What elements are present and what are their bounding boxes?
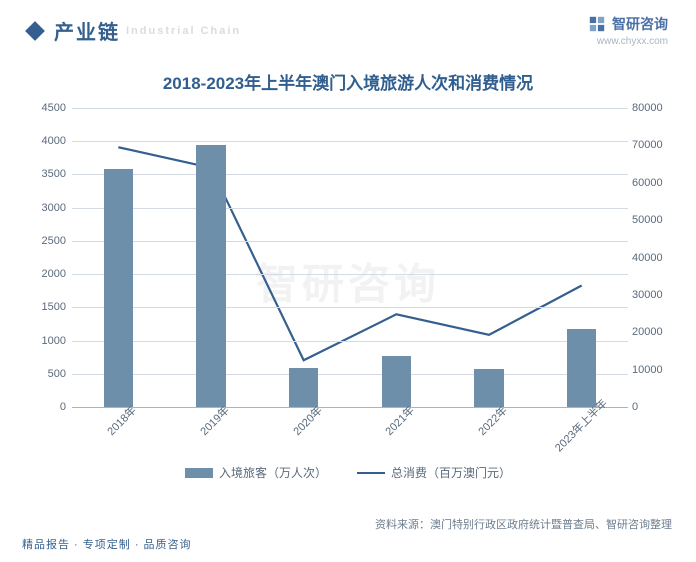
bar: [196, 145, 226, 407]
brand-logo-icon: [588, 15, 606, 33]
x-category-label: 2021年: [382, 402, 418, 438]
gridline: [72, 208, 628, 209]
gridline: [72, 108, 628, 109]
x-category-label: 2020年: [289, 402, 325, 438]
ytick-right: 30000: [632, 289, 678, 301]
legend-line-item: 总消费（百万澳门元）: [357, 464, 511, 481]
x-category-label: 2019年: [196, 402, 232, 438]
legend-bar-item: 入境旅客（万人次）: [185, 464, 327, 481]
header: 产业链 Industrial Chain 智研咨询 www.chyxx.com: [0, 0, 696, 55]
footer-tag: 精品报告 · 专项定制 · 品质咨询: [22, 536, 192, 552]
section-title-en: Industrial Chain: [126, 25, 241, 37]
ytick-left: 500: [22, 368, 66, 380]
ytick-right: 80000: [632, 102, 678, 114]
legend-line-swatch: [357, 472, 385, 474]
chart-title: 2018-2023年上半年澳门入境旅游人次和消费情况: [18, 61, 678, 108]
brand-name: 智研咨询: [612, 14, 668, 34]
ytick-right: 20000: [632, 326, 678, 338]
ytick-right: 50000: [632, 214, 678, 226]
bar: [104, 169, 134, 407]
source-text: 资料来源：澳门特别行政区政府统计暨普查局、智研咨询整理: [375, 516, 672, 532]
x-category-label: 2018年: [104, 402, 140, 438]
ytick-left: 4000: [22, 135, 66, 147]
brand-block: 智研咨询 www.chyxx.com: [588, 14, 668, 47]
ytick-left: 2000: [22, 268, 66, 280]
gridline: [72, 341, 628, 342]
brand-url: www.chyxx.com: [588, 36, 668, 47]
gridline: [72, 374, 628, 375]
ytick-left: 3500: [22, 168, 66, 180]
ytick-left: 0: [22, 401, 66, 413]
gridline: [72, 174, 628, 175]
ytick-right: 10000: [632, 364, 678, 376]
ytick-right: 60000: [632, 177, 678, 189]
legend-line-label: 总消费（百万澳门元）: [391, 464, 511, 481]
gridline: [72, 307, 628, 308]
ytick-left: 1000: [22, 335, 66, 347]
ytick-right: 40000: [632, 252, 678, 264]
legend: 入境旅客（万人次） 总消费（百万澳门元）: [18, 464, 678, 481]
ytick-left: 3000: [22, 202, 66, 214]
bar: [382, 356, 412, 407]
legend-bar-label: 入境旅客（万人次）: [219, 464, 327, 481]
bar: [567, 329, 597, 407]
ytick-left: 2500: [22, 235, 66, 247]
gridline: [72, 141, 628, 142]
ytick-right: 70000: [632, 139, 678, 151]
legend-bar-swatch: [185, 468, 213, 478]
x-category-label: 2022年: [474, 402, 510, 438]
gridline: [72, 274, 628, 275]
line-series-svg: [72, 108, 628, 407]
chart-container: 2018-2023年上半年澳门入境旅游人次和消费情况 0500100015002…: [18, 61, 678, 511]
ytick-left: 4500: [22, 102, 66, 114]
gridline: [72, 241, 628, 242]
section-title-zh: 产业链: [54, 16, 120, 45]
plot-area: 0500100015002000250030003500400045000100…: [72, 108, 628, 408]
diamond-icon: [25, 21, 45, 41]
ytick-right: 0: [632, 401, 678, 413]
ytick-left: 1500: [22, 301, 66, 313]
header-left: 产业链 Industrial Chain: [28, 16, 241, 45]
